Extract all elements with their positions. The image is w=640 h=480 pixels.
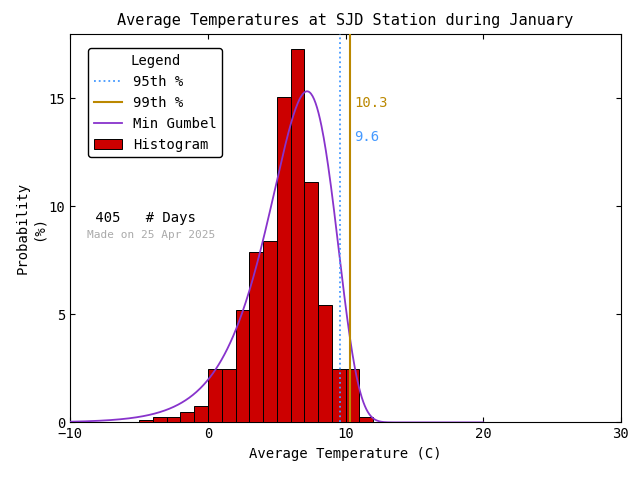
Bar [208, 369, 222, 422]
Title: Average Temperatures at SJD Station during January: Average Temperatures at SJD Station duri… [118, 13, 573, 28]
Legend: 95th %, 99th %, Min Gumbel, Histogram: 95th %, 99th %, Min Gumbel, Histogram [88, 48, 222, 157]
Bar [166, 417, 180, 422]
Bar [346, 369, 360, 422]
Bar [318, 305, 332, 422]
Text: 9.6: 9.6 [354, 130, 379, 144]
Bar [305, 182, 318, 422]
Bar [277, 97, 291, 422]
Bar [153, 417, 166, 422]
Text: Made on 25 Apr 2025: Made on 25 Apr 2025 [87, 230, 215, 240]
Text: 10.3: 10.3 [354, 96, 387, 110]
Bar [195, 407, 208, 422]
Bar [291, 49, 305, 422]
Bar [236, 310, 250, 422]
Bar [140, 420, 153, 422]
Bar [222, 369, 236, 422]
Bar [180, 412, 195, 422]
Bar [263, 241, 277, 422]
Text: 405   # Days: 405 # Days [87, 211, 196, 225]
Bar [360, 417, 373, 422]
X-axis label: Average Temperature (C): Average Temperature (C) [250, 447, 442, 461]
Bar [332, 369, 346, 422]
Bar [250, 252, 263, 422]
Y-axis label: Probability
(%): Probability (%) [16, 182, 46, 274]
